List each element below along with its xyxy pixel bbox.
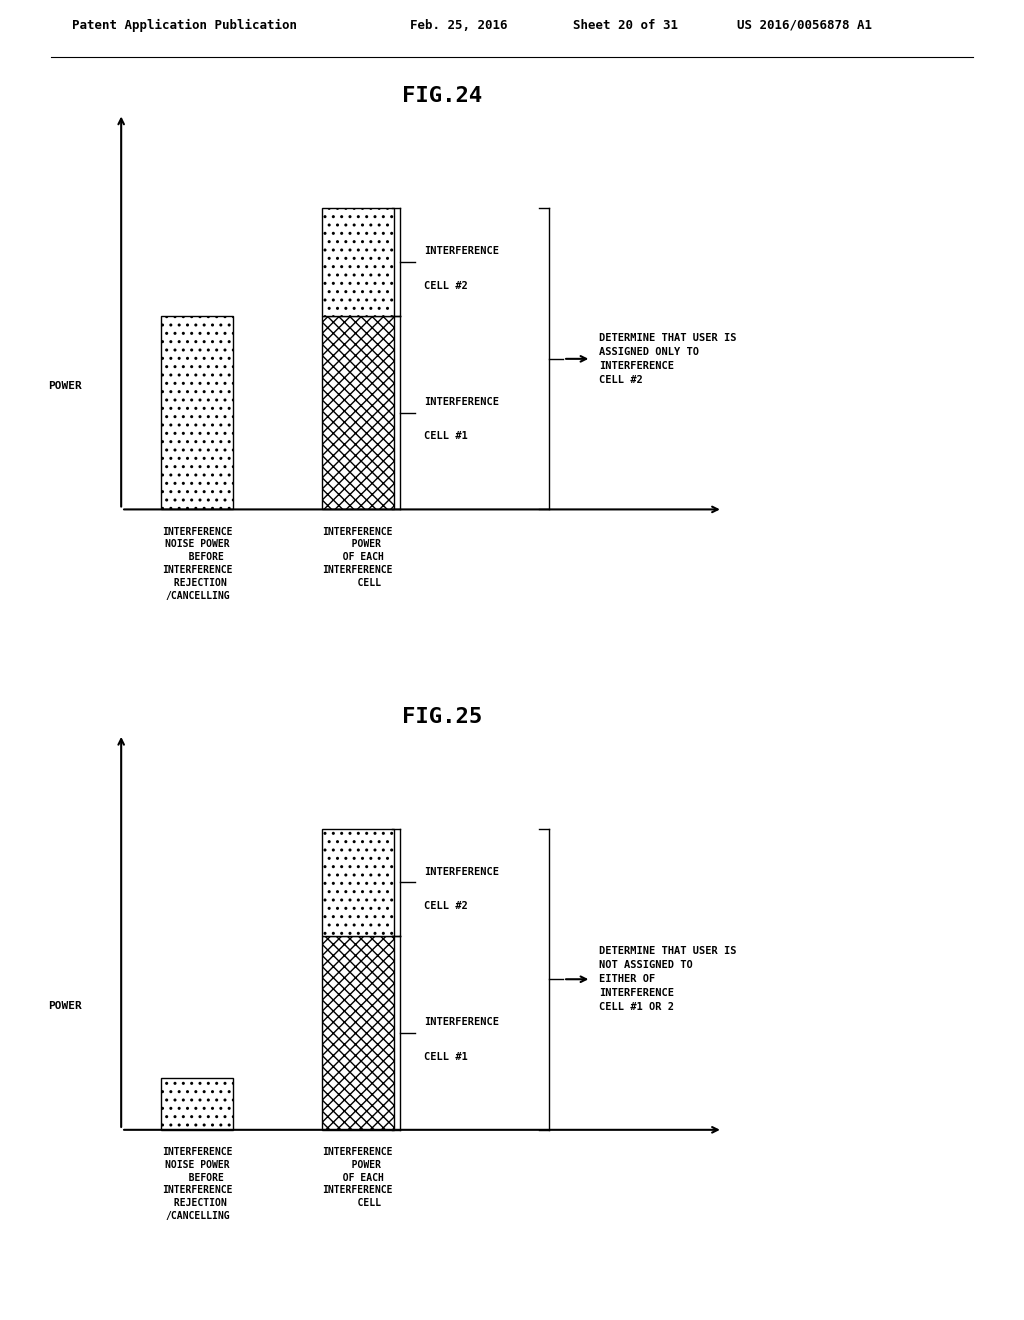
Text: CELL #2: CELL #2 — [424, 281, 468, 290]
Bar — [322, 315, 394, 510]
Text: POWER: POWER — [48, 380, 82, 391]
Text: INTERFERENCE: INTERFERENCE — [424, 1018, 500, 1027]
Text: US 2016/0056878 A1: US 2016/0056878 A1 — [737, 18, 872, 32]
Bar — [322, 209, 394, 315]
Text: CELL #1: CELL #1 — [424, 432, 468, 441]
Text: INTERFERENCE
NOISE POWER
   BEFORE
INTERFERENCE
 REJECTION
/CANCELLING: INTERFERENCE NOISE POWER BEFORE INTERFER… — [162, 1147, 232, 1221]
Text: FIG.24: FIG.24 — [401, 86, 482, 107]
Text: INTERFERENCE: INTERFERENCE — [424, 247, 500, 256]
Text: DETERMINE THAT USER IS
NOT ASSIGNED TO
EITHER OF
INTERFERENCE
CELL #1 OR 2: DETERMINE THAT USER IS NOT ASSIGNED TO E… — [599, 946, 736, 1012]
Text: INTERFERENCE
NOISE POWER
   BEFORE
INTERFERENCE
 REJECTION
/CANCELLING: INTERFERENCE NOISE POWER BEFORE INTERFER… — [162, 527, 232, 601]
Text: INTERFERENCE: INTERFERENCE — [424, 867, 500, 876]
Bar — [322, 936, 394, 1130]
Bar — [162, 1078, 233, 1130]
Text: INTERFERENCE
   POWER
  OF EACH
INTERFERENCE
    CELL: INTERFERENCE POWER OF EACH INTERFERENCE … — [323, 1147, 393, 1208]
Text: Patent Application Publication: Patent Application Publication — [72, 18, 297, 32]
Text: POWER: POWER — [48, 1001, 82, 1011]
Text: Sheet 20 of 31: Sheet 20 of 31 — [573, 18, 679, 32]
Bar — [162, 315, 233, 510]
Text: DETERMINE THAT USER IS
ASSIGNED ONLY TO
INTERFERENCE
CELL #2: DETERMINE THAT USER IS ASSIGNED ONLY TO … — [599, 333, 736, 385]
Text: INTERFERENCE
   POWER
  OF EACH
INTERFERENCE
    CELL: INTERFERENCE POWER OF EACH INTERFERENCE … — [323, 527, 393, 587]
Text: FIG.25: FIG.25 — [401, 706, 482, 727]
Bar — [322, 829, 394, 936]
Text: INTERFERENCE: INTERFERENCE — [424, 397, 500, 407]
Text: Feb. 25, 2016: Feb. 25, 2016 — [410, 18, 507, 32]
Text: CELL #1: CELL #1 — [424, 1052, 468, 1061]
Text: CELL #2: CELL #2 — [424, 902, 468, 911]
